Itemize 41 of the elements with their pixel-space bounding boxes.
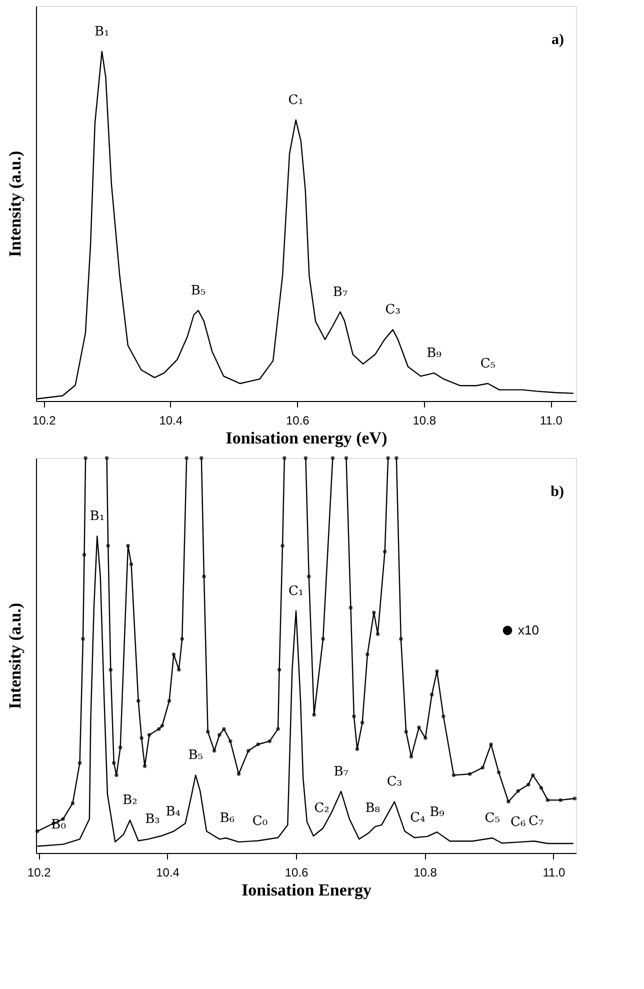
annotation: B₇ [332,284,348,300]
x-axis-title: Ionisation energy (eV) [226,428,388,448]
legend-label: x10 [518,622,539,638]
x-tick-label: 10.8 [412,414,436,428]
annotation: C₅ [484,810,500,826]
text: a) [552,32,564,48]
annotation: B₂ [122,793,138,808]
annotation: C₂ [314,801,330,816]
annotation: C₁ [288,92,304,108]
annotation: B₅ [188,748,203,764]
annotation: B₉ [426,346,442,362]
x-axis-title: Ionisation Energy [242,880,372,900]
annotation: b) [550,484,564,500]
x-tick-label: 10.2 [32,414,56,428]
x-tick-label: 10.6 [286,414,310,428]
x-tick-label: 11.0 [540,414,563,428]
annotation: B₅ [190,283,206,298]
annotation: B₆ [220,810,235,826]
y-axis-title: Intensity (a.u.) [6,150,24,258]
annotation: B₃ [145,812,160,828]
annotation: C₃ [386,774,402,790]
y-axis-title: Intensity (a.u.) [6,602,24,710]
annotation: B₁ [94,24,110,40]
annotation: B₈ [365,801,380,816]
annotation: C₅ [480,356,496,372]
annotation: C₃ [385,302,400,318]
x-tick-label: 10.4 [159,414,183,428]
annotation: C₇ [528,814,544,830]
x-tick-label: 10.2 [27,866,52,880]
annotation: B₁ [90,509,105,524]
annotation: B₄ [166,804,180,820]
annotation: C₁ [288,584,304,599]
x-tick-label: 10.8 [414,866,438,880]
x-tick-label: 10.6 [284,866,309,880]
annotation: C₄ [410,810,426,826]
annotation: B₇ [334,764,348,780]
x-tick-label: 10.4 [156,866,180,880]
annotation: C₆ [510,814,526,830]
annotation: C₀ [252,814,268,829]
annotation: B₉ [430,805,444,820]
x-tick-label: 11.0 [542,866,566,880]
